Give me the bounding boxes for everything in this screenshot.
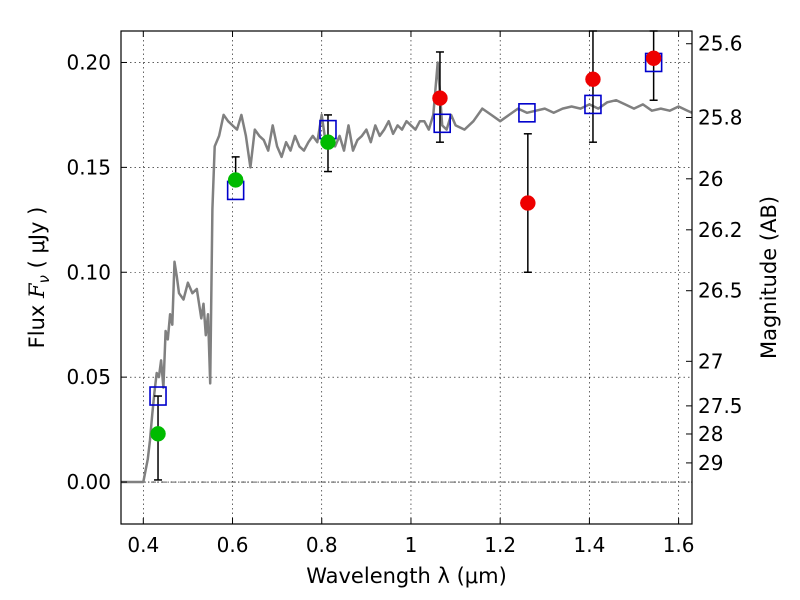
y2-tick-label: 26.5 [698,279,743,303]
y-tick-label: 0.00 [66,470,111,494]
x-tick-label: 1.4 [573,533,605,557]
y-axis-label-subscript: ν [35,275,53,283]
red-data-point [432,90,448,106]
x-tick-label: 1.2 [484,533,516,557]
y2-tick-label: 26 [698,167,723,191]
y-axis-label-prefix: Flux [25,298,49,348]
y2-tick-label: 27 [698,349,723,373]
spectrum-line [121,61,693,484]
green-data-point [150,426,166,442]
y2-axis-label: Magnitude (AB) [757,196,781,359]
y2-tick-label: 26.2 [698,218,743,242]
y-tick-label: 0.20 [66,50,111,74]
model-spectrum [121,61,693,484]
x-tick-label: 0.4 [127,533,159,557]
green-data-point [227,172,244,188]
y-tick-label: 0.10 [66,260,111,284]
red-data-point [520,195,536,211]
model-flux-square [518,103,536,123]
y-axis-label-suffix: ( μJy ) [25,207,49,275]
y-tick-label: 0.15 [66,155,111,179]
y2-tick-label: 28 [698,422,723,446]
y-axis-label: Flux Fν ( μJy ) [25,207,53,349]
grid-lines [121,31,692,524]
model-flux-square [149,386,167,406]
y2-tick-label: 25.8 [698,105,743,129]
y2-tick-label: 29 [698,451,723,475]
y-tick-label: 0.05 [66,365,111,389]
y2-tick-label: 27.5 [698,394,743,418]
x-tick-label: 1.6 [663,533,695,557]
plot-frame [120,30,693,525]
red-data-point [645,50,662,67]
x-tick-label: 1 [405,533,418,557]
axis-ticks: 0.4 0.6 0.8 1 1.2 1.4 1.6 0.00 0.05 0.10 0.15 0.20 2… [66,31,743,557]
y2-tick-label: 25.6 [698,32,743,56]
red-data-point [585,71,601,88]
model-flux-square [584,94,602,115]
x-tick-label: 0.8 [306,533,338,557]
x-tick-label: 0.6 [217,533,249,557]
model-flux-square [433,113,451,134]
y-axis-label-symbol: F [25,282,49,299]
data-points [149,30,663,481]
green-data-point [320,134,336,150]
x-axis-label: Wavelength λ (μm) [306,564,507,588]
